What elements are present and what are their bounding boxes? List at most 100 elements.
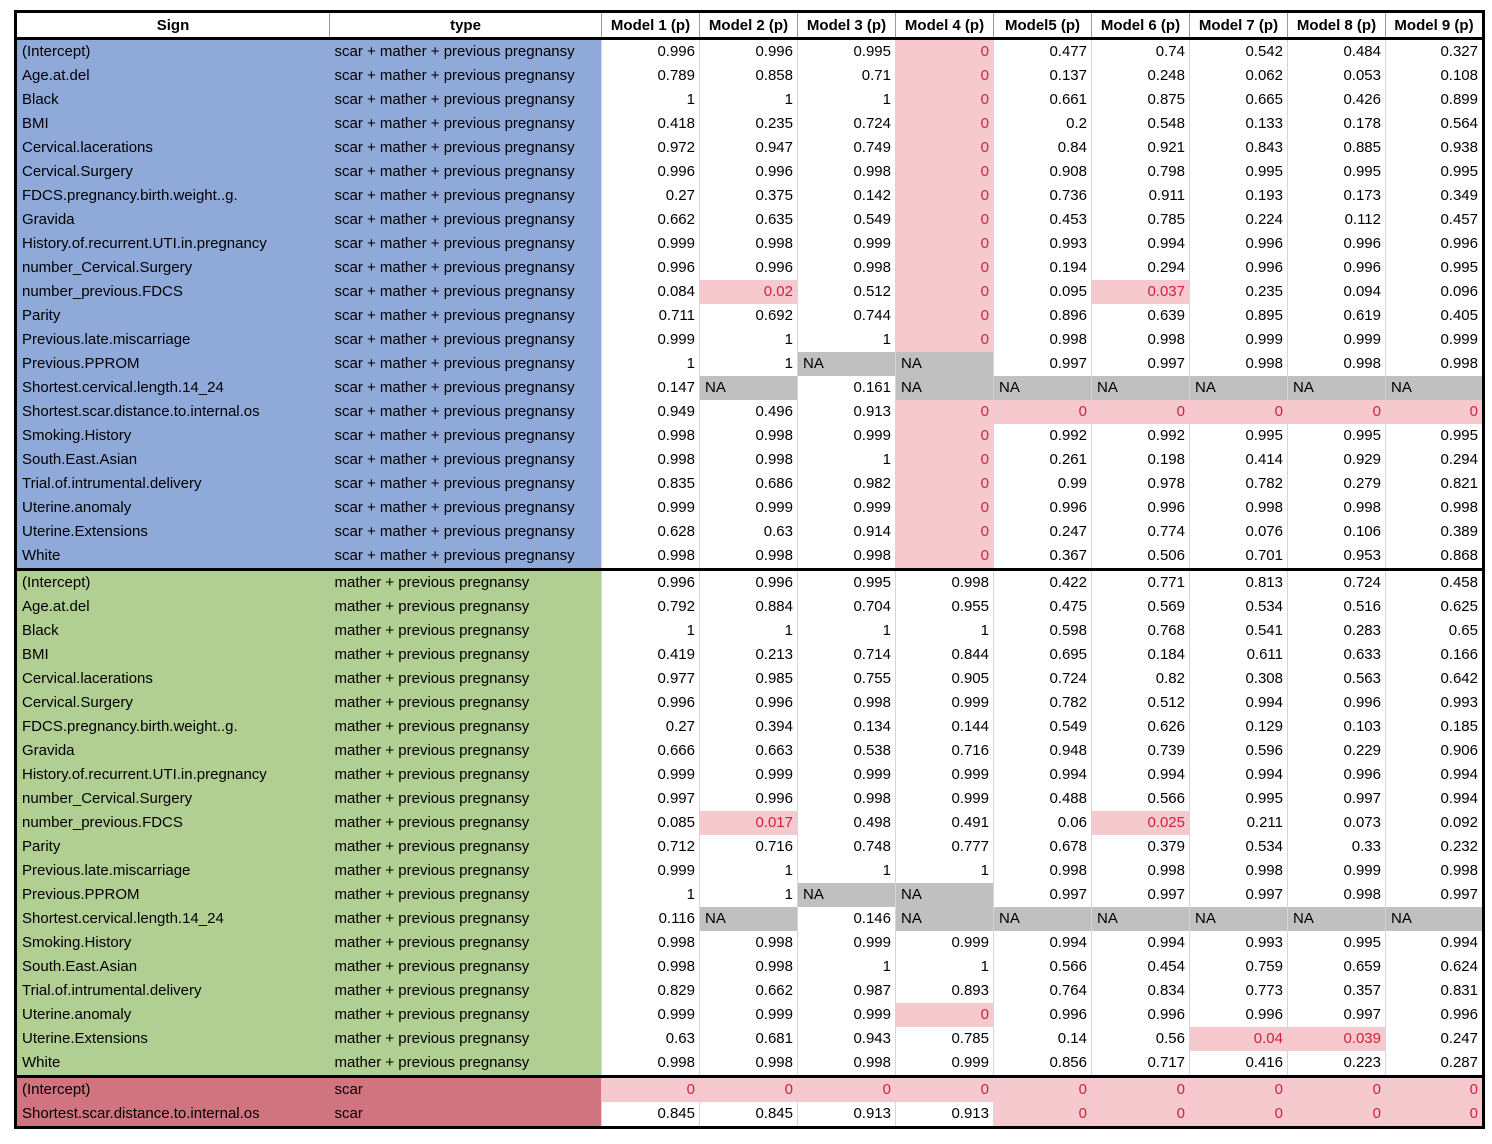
p-value-cell: 0.831 [1385,979,1484,1003]
p-value-cell: 0.998 [993,328,1092,352]
table-row: (Intercept) mather + previous pregnansy 0.… [15,568,1484,595]
p-value-cell: 0.63 [601,1027,700,1051]
p-value-cell: 1 [699,859,798,883]
p-value-cell: 0.996 [601,568,700,595]
p-value-cell: 0.426 [1287,88,1386,112]
sign-cell: Previous.late.miscarriage [15,328,330,352]
p-value-cell: NA [993,376,1092,400]
type-cell: mather + previous pregnansy [329,883,602,907]
type-cell: mather + previous pregnansy [329,835,602,859]
p-value-cell: 0.628 [601,520,700,544]
type-cell: mather + previous pregnansy [329,667,602,691]
p-value-cell: 0.724 [797,112,896,136]
p-value-cell: 1 [699,88,798,112]
p-value-cell: 1 [699,883,798,907]
p-value-cell: 1 [601,352,700,376]
sign-cell: Black [15,88,330,112]
p-value-cell: 0.996 [1287,256,1386,280]
p-value-cell: 0.995 [797,568,896,595]
p-value-cell: 0.33 [1287,835,1386,859]
p-value-cell: 0.994 [993,931,1092,955]
p-value-cell: NA [1287,907,1386,931]
table-row: Shortest.cervical.length.14_24 scar + mat… [15,376,1484,400]
table-row: White scar + mather + previous pregnansy 0… [15,544,1484,570]
p-value-cell: 0.994 [1189,691,1288,715]
type-cell: scar + mather + previous pregnansy [329,112,602,136]
sign-cell: South.East.Asian [15,955,330,979]
p-value-cell: 0 [895,328,994,352]
p-value-cell: 0.995 [1385,424,1484,448]
type-cell: scar + mather + previous pregnansy [329,232,602,256]
type-cell: mather + previous pregnansy [329,568,602,595]
p-value-cell: 0.198 [1091,448,1190,472]
p-value-cell: 0.666 [601,739,700,763]
p-value-cell: 0.998 [601,544,700,570]
sign-cell: Shortest.scar.distance.to.internal.os [15,400,330,424]
p-value-cell: 0.913 [895,1102,994,1128]
p-value-cell: 0.996 [1091,1003,1190,1027]
table-row: Previous.PPROM mather + previous pregnans… [15,883,1484,907]
p-value-cell: 0.484 [1287,38,1386,64]
p-value-cell: 0.998 [699,544,798,570]
sign-cell: Gravida [15,208,330,232]
p-value-cell: 0.996 [1189,1003,1288,1027]
p-value-cell: 0.541 [1189,619,1288,643]
p-value-cell: 0.84 [993,136,1092,160]
sign-cell: Uterine.anomaly [15,1003,330,1027]
p-value-cell: 0.895 [1189,304,1288,328]
p-value-cell: 0.998 [1091,859,1190,883]
header-model-4: Model 4 (p) [895,11,994,40]
type-cell: mather + previous pregnansy [329,859,602,883]
type-cell: scar + mather + previous pregnansy [329,64,602,88]
p-value-cell: 0.025 [1091,811,1190,835]
p-value-cell: 0.993 [1385,691,1484,715]
p-value-cell: 0.999 [797,496,896,520]
p-value-cell: 0.498 [797,811,896,835]
p-value-cell: 0 [1287,1102,1386,1128]
p-value-cell: 0.724 [1287,568,1386,595]
p-value-cell: 0.534 [1189,835,1288,859]
p-value-cell: 0.999 [1385,328,1484,352]
p-value-cell: 0.488 [993,787,1092,811]
p-value-cell: 0.996 [993,496,1092,520]
p-value-cell: 0.379 [1091,835,1190,859]
type-cell: mather + previous pregnansy [329,1003,602,1027]
p-value-cell: 0 [895,256,994,280]
p-value-cell: 0 [1091,1075,1190,1102]
type-cell: mather + previous pregnansy [329,787,602,811]
p-value-cell: 0.896 [993,304,1092,328]
p-value-cell: 0.564 [1385,112,1484,136]
sign-cell: Parity [15,304,330,328]
p-value-cell: 1 [797,955,896,979]
p-value-cell: 0.998 [1385,496,1484,520]
p-value-cell: 0.496 [699,400,798,424]
p-value-cell: 0.994 [1091,931,1190,955]
p-value-cell: NA [1287,376,1386,400]
table-row: BMI scar + mather + previous pregnansy 0.4… [15,112,1484,136]
p-value-cell: 0.999 [895,1051,994,1077]
p-value-cell: 0 [895,112,994,136]
p-value-cell: 1 [797,619,896,643]
p-value-cell: 0.598 [993,619,1092,643]
p-value-cell: 0.211 [1189,811,1288,835]
p-value-cell: 0.193 [1189,184,1288,208]
table-row: Shortest.scar.distance.to.internal.os sca… [15,400,1484,424]
p-value-cell: 0.419 [601,643,700,667]
p-value-cell: 0 [895,496,994,520]
p-value-cell: 0.792 [601,595,700,619]
p-value-cell: 0.998 [1287,352,1386,376]
p-value-cell: 0.913 [797,400,896,424]
table-row: Previous.PPROM scar + mather + previous p… [15,352,1484,376]
p-value-cell: 0.512 [1091,691,1190,715]
p-value-cell: 0.999 [895,691,994,715]
p-value-cell: 0.998 [1385,859,1484,883]
sign-cell: Age.at.del [15,595,330,619]
p-value-cell: 0.798 [1091,160,1190,184]
sign-cell: (Intercept) [15,568,330,595]
table-row: (Intercept) scar 0 0 0 0 0 0 0 0 0 [15,1075,1484,1102]
p-value-cell: 0.549 [797,208,896,232]
header-model-1: Model 1 (p) [601,11,700,40]
sign-cell: Black [15,619,330,643]
sign-cell: number_previous.FDCS [15,811,330,835]
p-value-cell: 0.998 [601,424,700,448]
